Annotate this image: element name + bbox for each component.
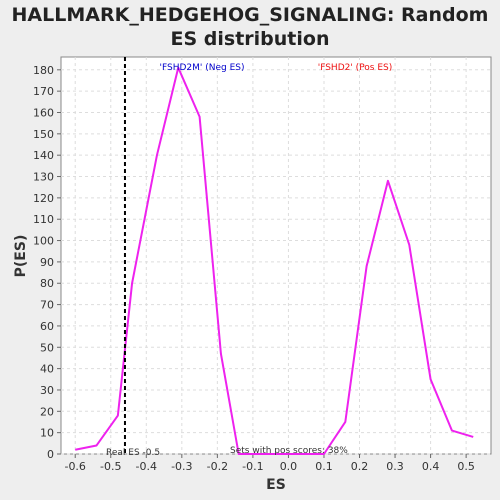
x-tick-label: -0.3 (171, 460, 192, 473)
x-tick-label: 0.0 (280, 460, 298, 473)
y-tick-label: 50 (40, 341, 54, 354)
neg-es-label: 'FSHD2M' (Neg ES) (160, 63, 245, 73)
pos-es-label: 'FSHD2' (Pos ES) (318, 63, 393, 73)
y-tick-label: 130 (33, 171, 54, 184)
y-tick-label: 100 (33, 235, 54, 248)
y-tick-label: 60 (40, 320, 54, 333)
y-tick-label: 180 (33, 64, 54, 77)
x-tick-label: 0.2 (351, 460, 369, 473)
y-axis-title: P(ES) (13, 235, 29, 278)
y-tick-label: 90 (40, 256, 54, 269)
plot-area (60, 56, 492, 455)
y-tick-label: 20 (40, 405, 54, 418)
x-tick-label: 0.3 (386, 460, 404, 473)
y-tick-label: 110 (33, 213, 54, 226)
axis-ticks: -0.6 -0.5 -0.4 -0.3 -0.2 -0.1 0.0 0.1 0.2 0.3 0.4 0… (33, 64, 475, 473)
grid (61, 57, 491, 455)
real-es-label: Real ES -0.5 (106, 448, 160, 458)
series-layer (75, 66, 474, 455)
x-tick-label: -0.1 (242, 460, 263, 473)
x-axis-title: ES (266, 477, 286, 493)
x-tick-label: -0.2 (207, 460, 228, 473)
y-tick-label: 120 (33, 192, 54, 205)
x-tick-label: -0.6 (64, 460, 85, 473)
y-tick-label: 160 (33, 106, 54, 119)
chart-title-line-1: HALLMARK_HEDGEHOG_SIGNALING: Random (12, 4, 489, 26)
y-tick-label: 70 (40, 299, 54, 312)
series-line (75, 66, 474, 455)
y-tick-label: 30 (40, 384, 54, 397)
y-tick-label: 140 (33, 149, 54, 162)
y-tick-label: 150 (33, 128, 54, 141)
x-tick-label: 0.5 (457, 460, 475, 473)
chart-title-line-2: ES distribution (171, 28, 330, 50)
pos-scores-label: Sets with pos scores: 38% (230, 446, 348, 456)
y-tick-label: 40 (40, 363, 54, 376)
y-tick-label: 10 (40, 427, 54, 440)
y-tick-label: 0 (47, 448, 54, 461)
y-tick-label: 80 (40, 277, 54, 290)
x-tick-label: -0.5 (100, 460, 121, 473)
y-tick-label: 170 (33, 85, 54, 98)
x-tick-label: 0.4 (422, 460, 440, 473)
x-tick-label: 0.1 (315, 460, 333, 473)
x-tick-label: -0.4 (136, 460, 157, 473)
